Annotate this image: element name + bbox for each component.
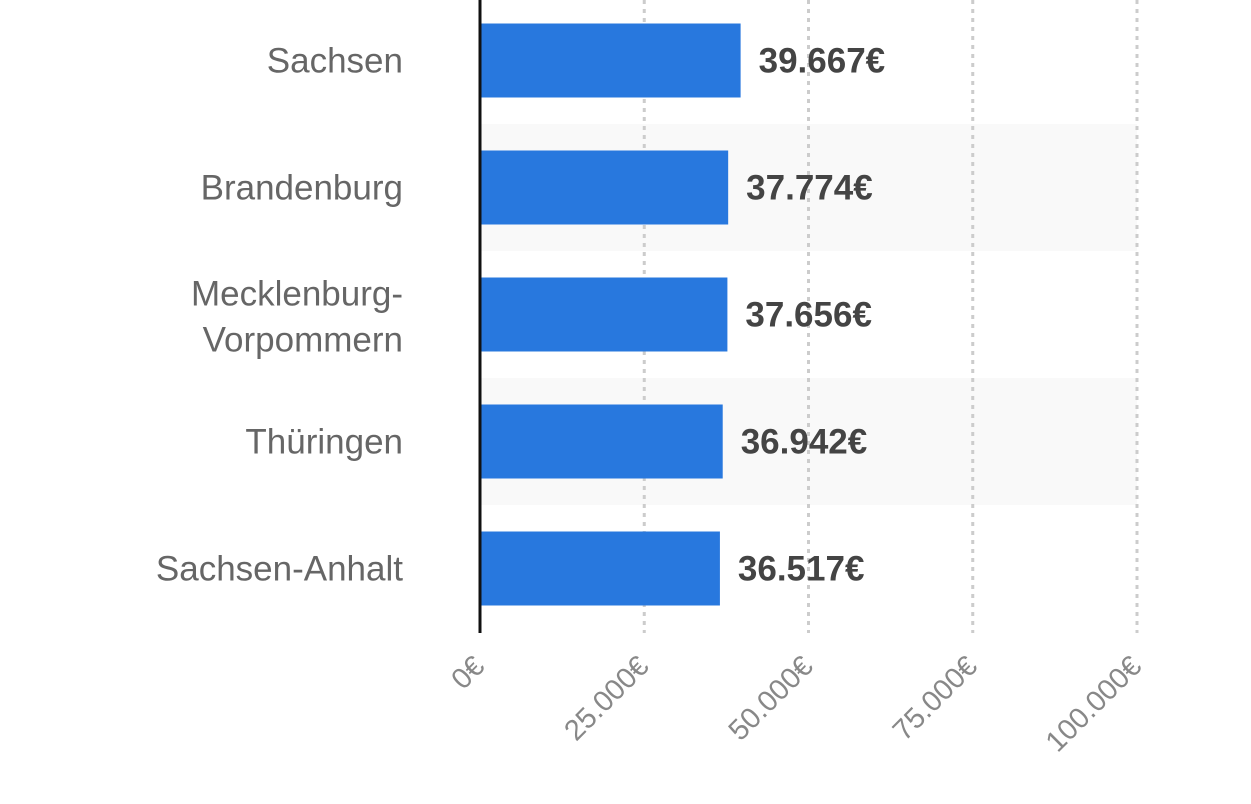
value-label: 39.667€ (759, 42, 886, 81)
bar-sachsen[interactable] (480, 23, 741, 98)
bar-thüringen[interactable] (480, 404, 723, 479)
x-tick-label: 0€ (446, 650, 491, 695)
value-label: 36.942€ (741, 423, 868, 462)
x-tick-label: 25.000€ (558, 650, 655, 747)
category-label: Brandenburg (201, 169, 403, 208)
category-label: Mecklenburg-Vorpommern (191, 275, 403, 360)
x-tick-label: 50.000€ (723, 650, 820, 747)
category-label: Thüringen (245, 423, 403, 462)
category-label: Sachsen (267, 42, 403, 81)
x-tick-label: 100.000€ (1040, 650, 1148, 758)
bar-brandenburg[interactable] (480, 150, 729, 225)
value-label: 36.517€ (738, 550, 865, 589)
bar-mecklenburg-vorpommern[interactable] (480, 277, 728, 352)
category-label: Sachsen-Anhalt (156, 550, 403, 589)
value-label: 37.656€ (745, 296, 872, 335)
value-label: 37.774€ (746, 169, 873, 208)
bar-sachsen-anhalt[interactable] (480, 531, 720, 606)
x-tick-label: 75.000€ (887, 650, 984, 747)
